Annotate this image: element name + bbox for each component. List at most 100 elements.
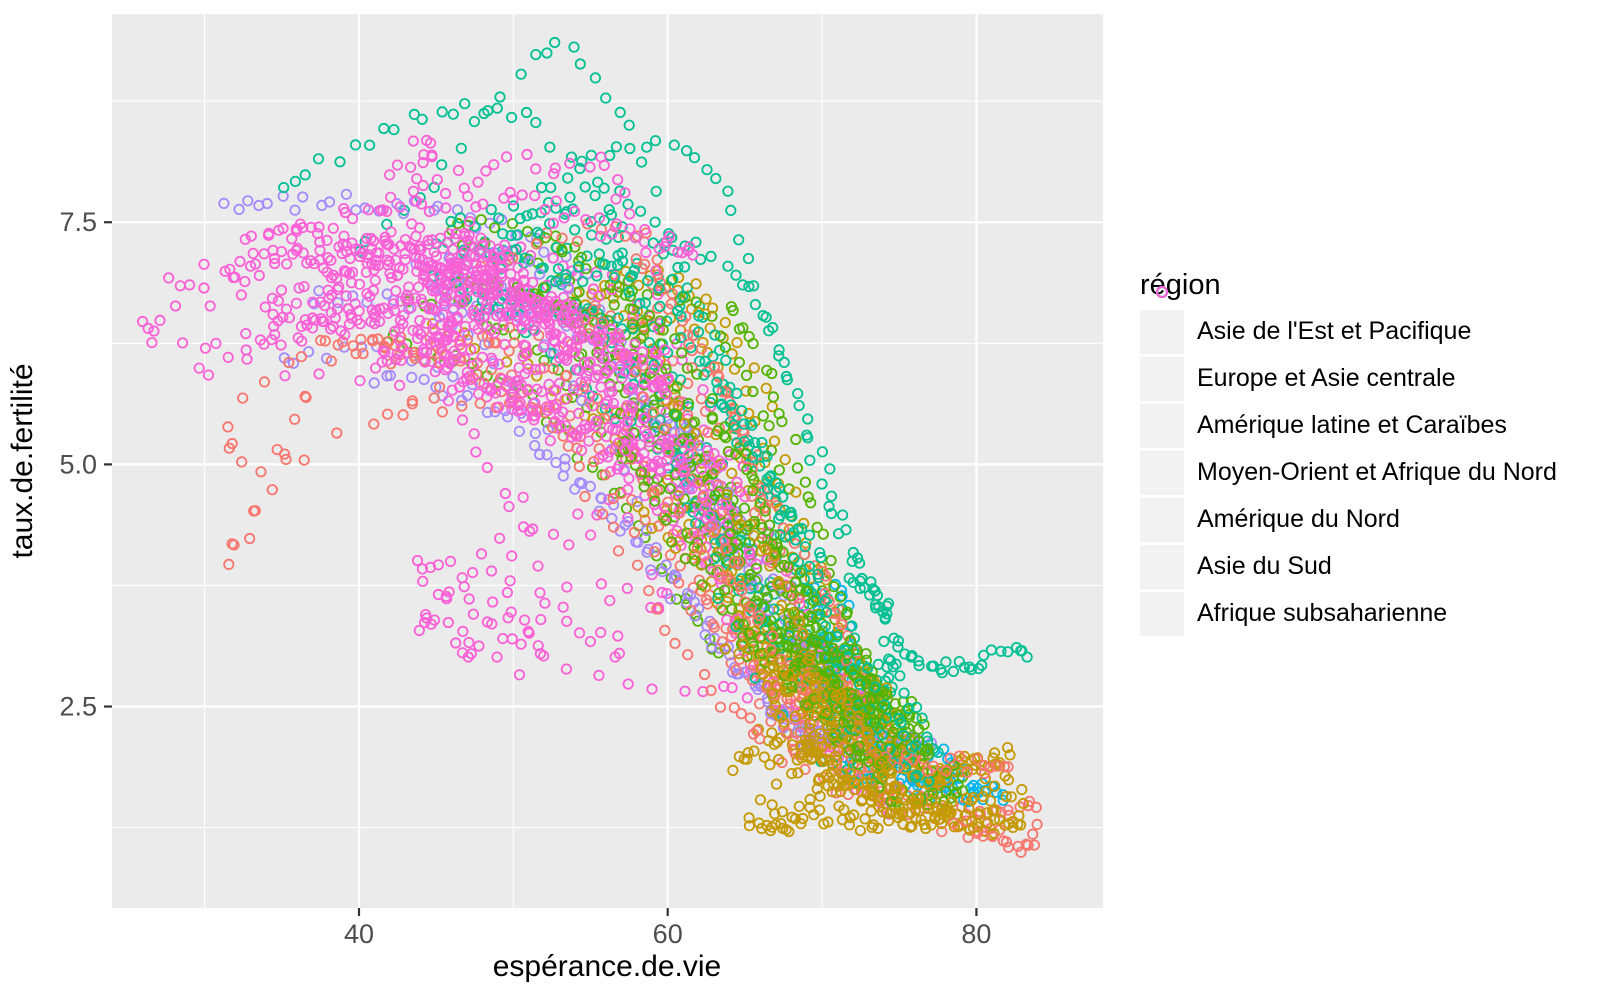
scatter-point: [998, 760, 1011, 773]
scatter-point: [426, 234, 438, 246]
scatter-point: [407, 185, 419, 197]
scatter-point: [559, 453, 571, 465]
scatter-point: [563, 539, 575, 551]
scatter-point: [566, 391, 578, 403]
scatter-point: [620, 445, 632, 457]
scatter-point: [801, 585, 813, 597]
scatter-point: [397, 318, 409, 330]
scatter-point: [511, 291, 523, 304]
scatter-point: [663, 446, 675, 459]
scatter-point: [436, 406, 448, 418]
scatter-point: [488, 327, 500, 339]
scatter-point: [665, 298, 677, 310]
scatter-point: [597, 449, 609, 461]
scatter-point: [491, 651, 503, 663]
y-tick-label: 2.5: [59, 692, 97, 722]
scatter-point: [750, 562, 763, 575]
scatter-point: [469, 250, 481, 263]
scatter-point: [576, 155, 588, 167]
scatter-point: [271, 443, 283, 456]
scatter-point: [612, 327, 624, 340]
scatter-point: [317, 262, 329, 274]
scatter-point: [864, 589, 876, 601]
legend-item-label: Asie de l'Est et Pacifique: [1197, 317, 1472, 346]
scatter-point: [851, 552, 864, 564]
scatter-point: [816, 741, 828, 753]
scatter-point: [647, 321, 660, 333]
scatter-point: [697, 336, 709, 349]
scatter-point: [689, 555, 701, 567]
scatter-point: [681, 588, 694, 600]
scatter-point: [668, 139, 680, 151]
scatter-point: [624, 223, 636, 235]
scatter-point: [473, 376, 486, 389]
legend-key-icon: [1140, 286, 1184, 448]
scatter-point: [323, 196, 336, 208]
scatter-point: [142, 322, 154, 334]
scatter-point: [737, 630, 749, 643]
scatter-point: [240, 327, 252, 340]
scatter-point: [851, 644, 863, 656]
scatter-point: [360, 266, 372, 278]
scatter-point: [816, 689, 828, 701]
scatter-point: [429, 325, 441, 337]
scatter-point: [641, 289, 653, 301]
scatter-point: [390, 285, 402, 297]
scatter-point: [648, 546, 661, 558]
scatter-point: [783, 825, 795, 838]
scatter-point: [560, 420, 572, 432]
scatter-point: [746, 469, 758, 481]
scatter-point: [836, 814, 849, 826]
scatter-point: [283, 356, 295, 369]
scatter-point: [458, 581, 470, 593]
scatter-point: [493, 212, 505, 224]
scatter-point: [210, 337, 222, 349]
scatter-point: [363, 139, 376, 151]
scatter-point: [714, 330, 727, 342]
scatter-point: [1017, 797, 1029, 810]
legend-key-icon: [1140, 286, 1184, 542]
scatter-point: [676, 354, 688, 366]
scatter-point: [603, 363, 615, 376]
scatter-point: [572, 508, 584, 520]
scatter-point: [388, 304, 401, 317]
scatter-point: [836, 619, 848, 631]
scatter-point: [295, 351, 307, 363]
scatter-point: [768, 435, 781, 447]
scatter-point: [323, 292, 335, 304]
scatter-point: [786, 767, 798, 780]
scatter-point: [340, 290, 352, 302]
scatter-point: [1002, 646, 1014, 658]
scatter-point: [794, 726, 806, 738]
scatter-point: [869, 599, 882, 611]
scatter-point: [368, 377, 380, 389]
scatter-point: [367, 335, 379, 347]
scatter-point: [735, 573, 747, 585]
scatter-point: [481, 406, 493, 419]
scatter-point: [789, 710, 802, 723]
scatter-point: [764, 471, 776, 483]
scatter-point: [743, 812, 755, 824]
scatter-point: [332, 283, 344, 296]
legend-item-label: Moyen-Orient et Afrique du Nord: [1197, 458, 1557, 487]
scatter-point: [783, 608, 795, 620]
scatter-point: [971, 753, 984, 765]
scatter-point: [660, 388, 672, 400]
scatter-point: [353, 278, 366, 290]
scatter-point: [636, 262, 648, 275]
scatter-point: [584, 357, 596, 369]
scatter-point: [697, 489, 710, 501]
scatter-point: [361, 288, 373, 300]
scatter-point: [817, 528, 829, 540]
scatter-point: [740, 447, 752, 459]
scatter-point: [837, 716, 850, 729]
scatter-point: [475, 214, 487, 226]
scatter-point: [520, 106, 533, 119]
scatter-point: [491, 102, 503, 114]
scatter-point: [428, 246, 440, 258]
scatter-point: [724, 527, 736, 540]
scatter-point: [634, 297, 646, 310]
scatter-point: [789, 576, 802, 589]
scatter-point: [806, 752, 818, 764]
scatter-point: [986, 830, 999, 843]
